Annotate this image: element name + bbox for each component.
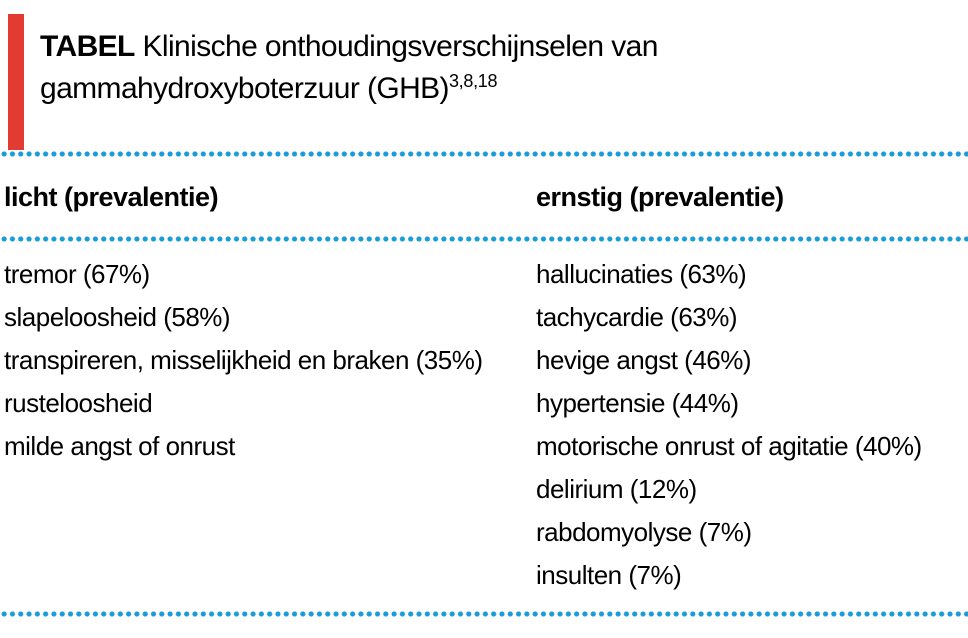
symptom-item: insulten (7%): [536, 560, 682, 590]
symptom-item: transpireren, misselijkheid en braken (3…: [4, 345, 483, 375]
table-caption-line2: gammahydroxyboterzuur (GHB)3,8,18: [40, 68, 740, 110]
table-title-line2: gammahydroxyboterzuur (GHB): [40, 72, 450, 105]
symptom-item: hevige angst (46%): [536, 345, 752, 375]
column-header-licht: licht (prevalentie): [4, 182, 219, 212]
column-header-ernstig: ernstig (prevalentie): [536, 182, 784, 212]
symptom-item: rabdomyolyse (7%): [536, 517, 752, 547]
dotted-rule-under-headers: [0, 236, 968, 242]
table-caption: TABEL Klinische onthoudingsverschijnsele…: [40, 26, 740, 110]
symptom-item: milde angst of onrust: [4, 431, 235, 461]
symptom-item: motorische onrust of agitatie (40%): [536, 431, 922, 461]
symptom-item: hallucinaties (63%): [536, 259, 747, 289]
symptom-list-ernstig: hallucinaties (63%) tachycardie (63%) he…: [536, 253, 966, 597]
symptom-item: tachycardie (63%): [536, 302, 738, 332]
table-kicker: TABEL: [40, 30, 135, 63]
symptom-list-licht: tremor (67%) slapeloosheid (58%) transpi…: [4, 253, 529, 468]
table-title-text: Klinische onthoudingsverschijnselen van: [142, 30, 659, 63]
symptom-item: slapeloosheid (58%): [4, 302, 231, 332]
symptom-item: rusteloosheid: [4, 388, 153, 418]
column-licht-items: tremor (67%) slapeloosheid (58%) transpi…: [4, 253, 529, 468]
dotted-rule-bottom: [0, 611, 968, 617]
symptom-item: delirium (12%): [536, 474, 697, 504]
symptom-item: tremor (67%): [4, 259, 150, 289]
dotted-rule-top: [0, 151, 968, 157]
red-accent-bar: [8, 14, 24, 150]
reference-superscript: 3,8,18: [448, 71, 498, 91]
table-caption-line1: TABEL Klinische onthoudingsverschijnsele…: [40, 26, 740, 68]
symptom-item: hypertensie (44%): [536, 388, 739, 418]
column-ernstig-items: hallucinaties (63%) tachycardie (63%) he…: [536, 253, 966, 597]
